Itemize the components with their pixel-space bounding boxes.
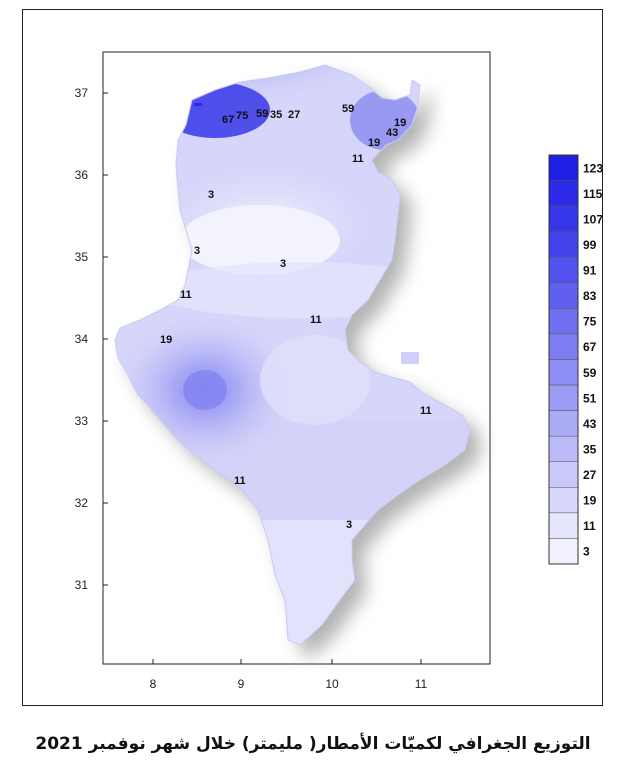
x-tick-label: 8 <box>150 677 157 691</box>
legend-swatch <box>548 154 579 181</box>
legend-label: 91 <box>583 264 597 278</box>
x-tick-label: 9 <box>238 677 245 691</box>
legend-label: 19 <box>583 494 597 508</box>
legend-label: 75 <box>583 315 597 329</box>
legend-swatch <box>548 384 579 411</box>
axis-tick-marks <box>103 92 422 664</box>
legend-label: 3 <box>583 545 590 559</box>
legend-swatch <box>548 410 579 437</box>
contour-label: 35 <box>270 109 282 121</box>
contour-label: 11 <box>310 314 322 326</box>
contour-label: 75 <box>236 110 248 122</box>
y-tick-label: 35 <box>75 250 89 264</box>
contour-label: 19 <box>160 334 172 346</box>
contour-label: 11 <box>420 405 432 417</box>
legend-swatch <box>548 333 579 360</box>
legend-swatch <box>548 205 579 232</box>
legend-swatch <box>548 257 579 284</box>
contour-label: 59 <box>342 103 354 115</box>
plot-area <box>102 51 491 665</box>
contour-label: 59 <box>256 108 268 120</box>
legend-label: 83 <box>583 289 597 303</box>
y-tick-label: 36 <box>75 168 89 182</box>
y-tick-label: 32 <box>75 496 89 510</box>
legend-border <box>548 154 579 565</box>
y-tick-label: 34 <box>75 332 89 346</box>
legend-label: 67 <box>583 340 597 354</box>
contour-label: 11 <box>352 153 364 165</box>
legend-swatch <box>548 308 579 335</box>
contour-label: 19 <box>394 117 406 129</box>
legend-swatch <box>548 231 579 258</box>
y-tick-label: 33 <box>75 414 89 428</box>
legend-label: 99 <box>583 238 597 252</box>
contour-label: 3 <box>280 258 286 270</box>
contour-label: 11 <box>180 289 192 301</box>
legend-swatch <box>548 538 579 565</box>
contour-label: 3 <box>208 189 214 201</box>
map-caption: التوزيع الجغرافي لكميّات الأمطار( مليمتر… <box>35 734 591 754</box>
legend-label: 107 <box>583 212 603 226</box>
contour-label: 3 <box>194 245 200 257</box>
legend-label: 123 <box>583 161 603 175</box>
contour-label: 11 <box>234 475 246 487</box>
y-tick-label: 37 <box>75 86 89 100</box>
legend-swatch <box>548 282 579 309</box>
rainfall-map: 8 9 10 11 37 36 35 34 33 32 31 67 75 59 … <box>75 51 603 691</box>
legend-label: 51 <box>583 391 597 405</box>
x-tick-label: 10 <box>325 677 339 691</box>
legend-swatch <box>548 461 579 488</box>
contour-label: 19 <box>368 137 380 149</box>
legend-swatch <box>548 435 579 462</box>
legend-swatch <box>548 359 579 386</box>
legend-swatch <box>548 512 579 539</box>
contour-label: 27 <box>288 109 300 121</box>
legend-label: 59 <box>583 366 597 380</box>
island-north <box>194 103 202 106</box>
legend-label: 27 <box>583 468 597 482</box>
contour-label: 67 <box>222 114 234 126</box>
legend-label: 11 <box>583 519 596 533</box>
island-djerba <box>401 352 419 364</box>
legend-label: 115 <box>583 187 603 201</box>
y-tick-label: 31 <box>75 578 89 592</box>
legend-label: 35 <box>583 442 597 456</box>
x-tick-label: 11 <box>415 677 428 691</box>
legend-swatch <box>548 487 579 514</box>
contour-label: 43 <box>386 127 398 139</box>
rainfall-field <box>115 65 470 645</box>
legend: 123 115 107 99 91 83 75 67 59 51 43 35 27 19 11 3 <box>548 154 603 565</box>
contour-label: 3 <box>346 519 352 531</box>
legend-swatch <box>548 180 579 207</box>
legend-label: 43 <box>583 417 597 431</box>
